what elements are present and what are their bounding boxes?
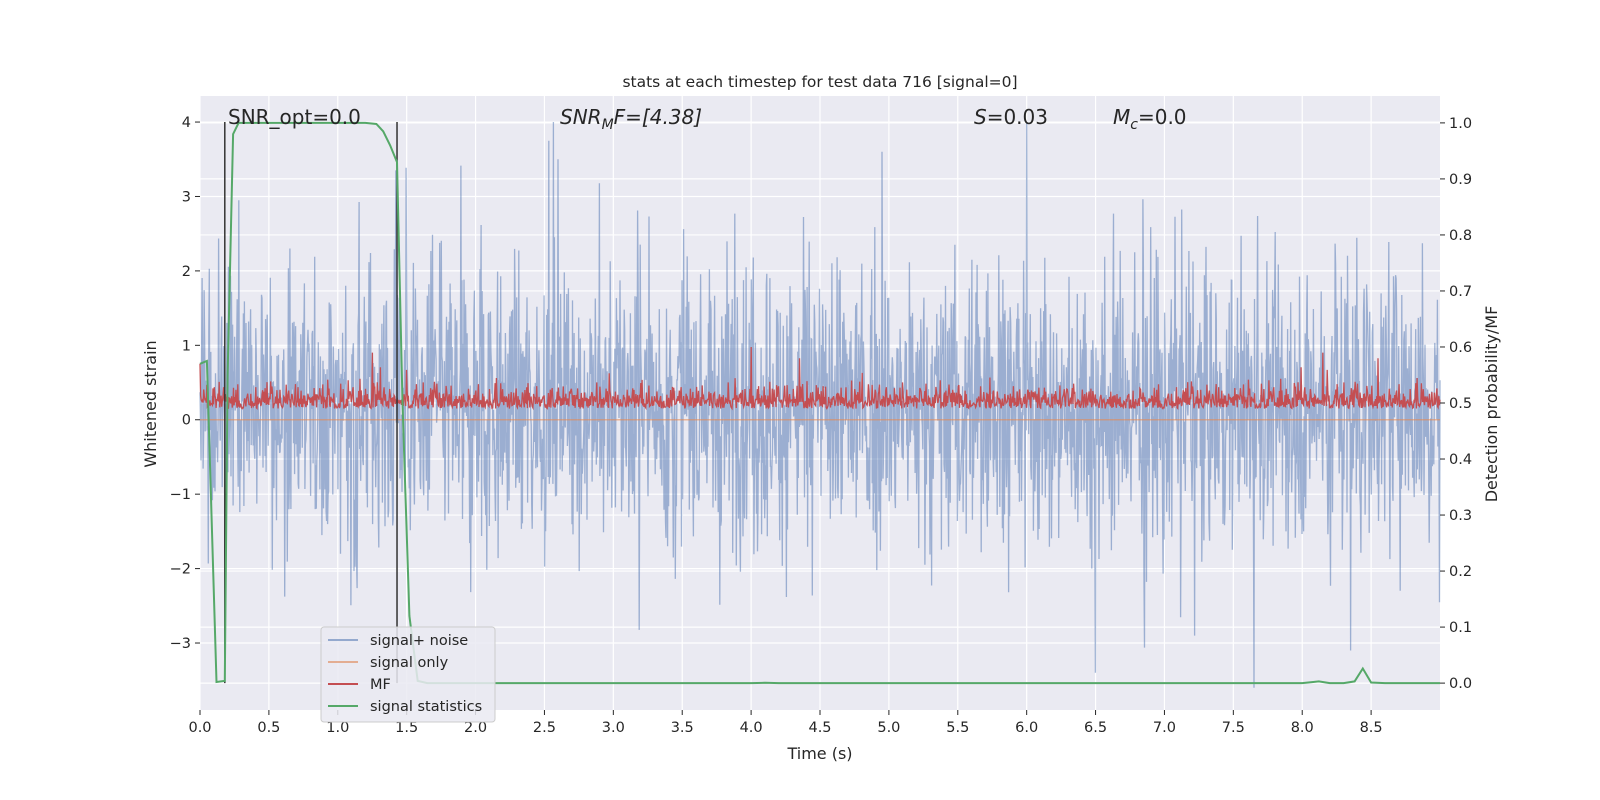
legend-label-signal-statistics: signal statistics (370, 699, 482, 715)
tick-label-x: 4.0 (740, 720, 763, 736)
x-axis-label: Time (s) (786, 744, 852, 763)
tick-label-right: 0.3 (1449, 508, 1472, 524)
tick-label-right: 0.4 (1449, 452, 1472, 468)
tick-label-left: 4 (182, 115, 191, 131)
legend-label-signal-only: signal only (370, 655, 449, 671)
tick-label-left: 3 (182, 189, 191, 205)
tick-label-left: −1 (170, 487, 191, 503)
s-main: S (974, 105, 987, 129)
tick-label-x: 3.0 (602, 720, 625, 736)
snr-mf-rest: F=[4.38] (614, 105, 702, 129)
tick-label-x: 6.0 (1015, 720, 1038, 736)
annotation-mc: Mc=0.0 (1113, 105, 1187, 133)
tick-label-right: 0.2 (1449, 564, 1472, 580)
tick-label-x: 0.5 (257, 720, 280, 736)
tick-label-left: 1 (182, 338, 191, 354)
tick-label-right: 0.9 (1449, 172, 1472, 188)
tick-label-right: 0.8 (1449, 228, 1472, 244)
left-axis-label: Whitened strain (141, 340, 160, 467)
tick-label-x: 6.5 (1084, 720, 1107, 736)
snr-mf-main: SNR (560, 105, 602, 129)
chart-title: stats at each timestep for test data 716… (622, 73, 1017, 91)
annotation-s: S=0.03 (974, 105, 1048, 129)
tick-label-left: −3 (170, 636, 191, 652)
tick-label-x: 5.5 (946, 720, 969, 736)
line-mf (199, 346, 1441, 411)
mc-rest: =0.0 (1138, 105, 1187, 129)
tick-label-x: 0.0 (188, 720, 211, 736)
legend: signal+ noise signal only MF signal stat… (320, 626, 496, 723)
tick-label-left: 0 (182, 413, 191, 429)
tick-label-right: 0.1 (1449, 620, 1472, 636)
line-signal-noise (199, 121, 1441, 688)
tick-label-x: 8.5 (1360, 720, 1383, 736)
mc-main: M (1113, 105, 1130, 129)
tick-label-x: 1.0 (326, 720, 349, 736)
annotation-snr-mf: SNRMF=[4.38] (560, 105, 702, 133)
tick-label-x: 2.0 (464, 720, 487, 736)
snr-mf-subscript: M (602, 117, 614, 133)
tick-label-left: 2 (182, 264, 191, 280)
tick-label-left: −2 (170, 562, 191, 578)
tick-label-right: 0.7 (1449, 284, 1472, 300)
series-signal-noise (199, 121, 1441, 688)
s-rest: =0.03 (987, 105, 1048, 129)
mc-subscript: c (1130, 117, 1138, 133)
tick-label-x: 7.0 (1153, 720, 1176, 736)
left-axis-ticks: −3 −2 −1 0 1 2 3 4 (170, 115, 200, 652)
right-axis-ticks: 0.0 0.1 0.2 0.3 0.4 0.5 0.6 0.7 0.8 0.9 1.0 (1440, 116, 1472, 692)
tick-label-x: 3.5 (671, 720, 694, 736)
tick-label-right: 1.0 (1449, 116, 1472, 132)
tick-label-x: 1.5 (395, 720, 418, 736)
tick-label-x: 4.5 (808, 720, 831, 736)
tick-label-x: 8.0 (1291, 720, 1314, 736)
tick-label-right: 0.6 (1449, 340, 1472, 356)
x-axis-ticks: 0.0 0.5 1.0 1.5 2.0 2.5 3.0 3.5 4.0 4.5 5.0 5.5 6.0 6… (188, 710, 1383, 736)
legend-label-signal-noise: signal+ noise (370, 633, 468, 649)
tick-label-x: 5.0 (877, 720, 900, 736)
series-mf (199, 346, 1441, 411)
tick-label-x: 7.5 (1222, 720, 1245, 736)
tick-label-right: 0.5 (1449, 396, 1472, 412)
right-axis-label: Detection probability/MF (1482, 306, 1501, 503)
annotation-snr-opt: SNR_opt=0.0 (228, 105, 361, 129)
tick-label-x: 2.5 (533, 720, 556, 736)
legend-label-mf: MF (370, 677, 391, 693)
tick-label-right: 0.0 (1449, 676, 1472, 692)
legend-box (320, 626, 496, 723)
